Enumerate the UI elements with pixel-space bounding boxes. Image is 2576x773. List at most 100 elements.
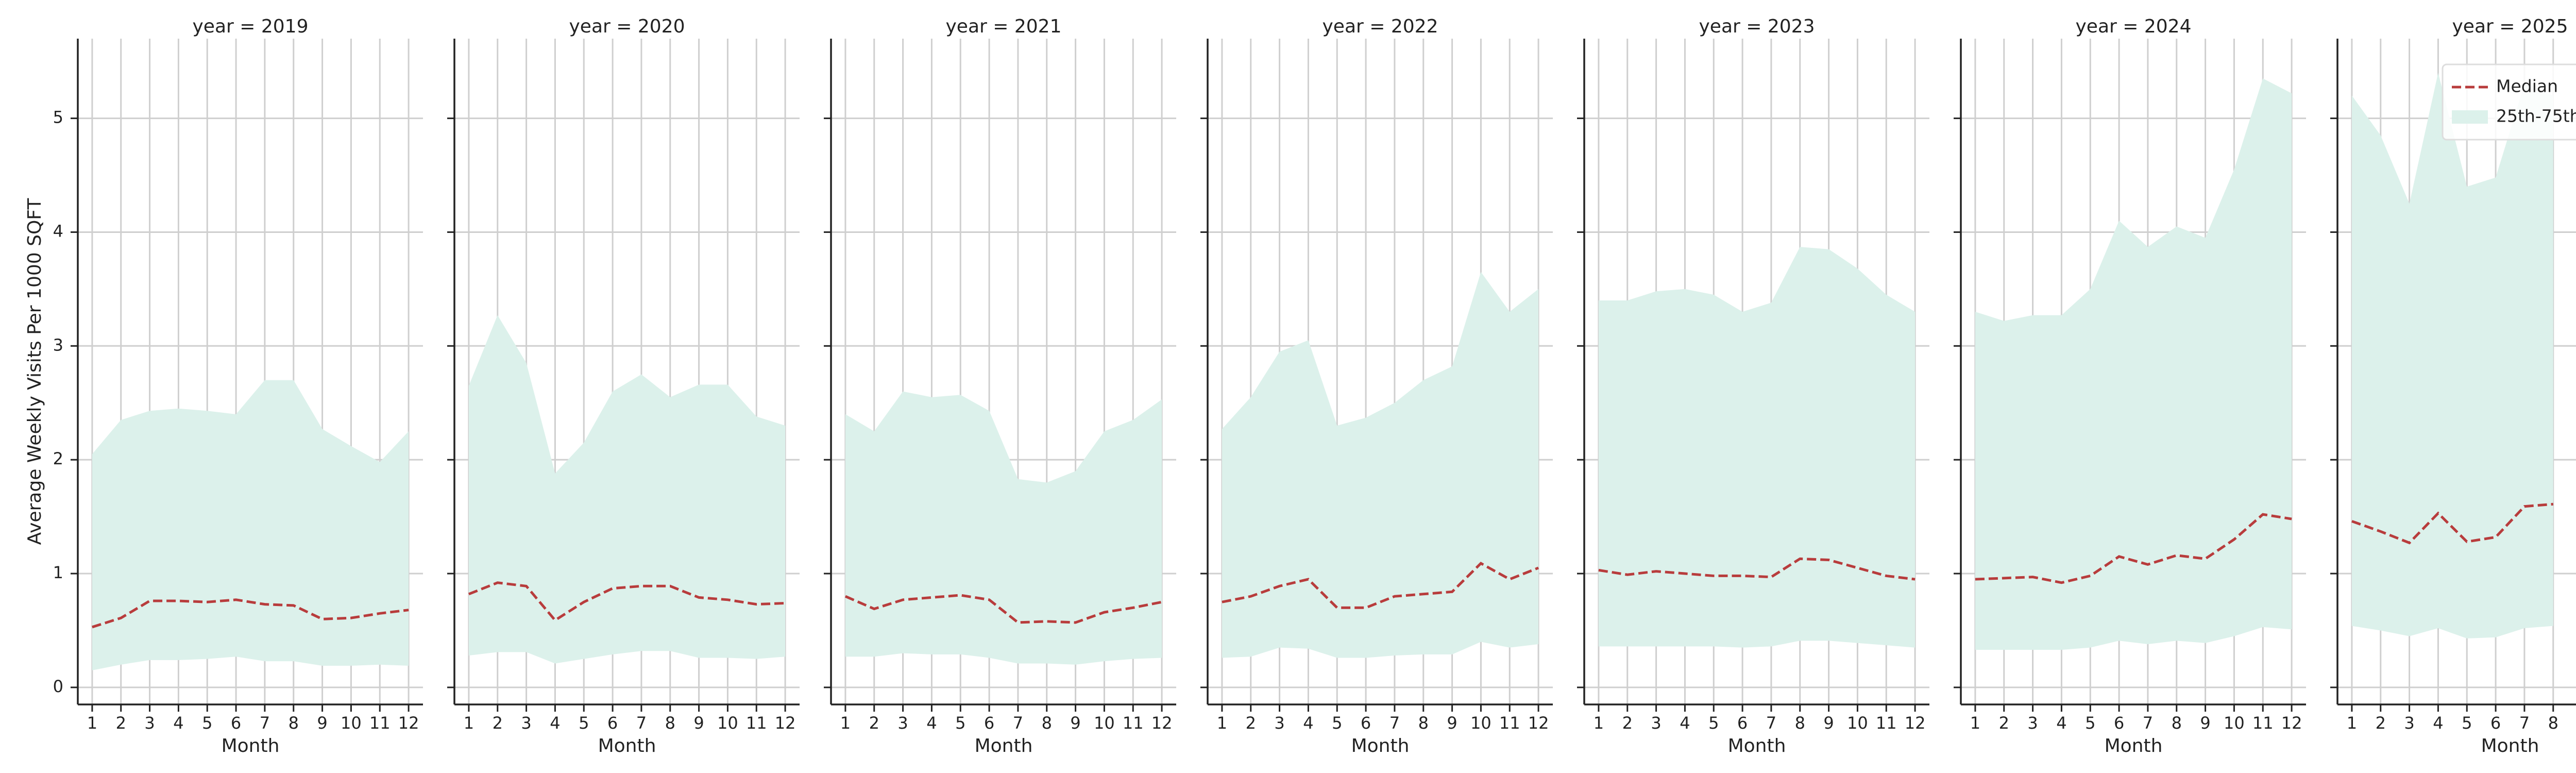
x-tick-label: 7 (2519, 713, 2530, 733)
x-tick-label: 6 (2490, 713, 2501, 733)
median-line (844, 594, 1162, 624)
x-tick-label: 6 (984, 713, 994, 733)
x-tick-label: 11 (2252, 713, 2274, 733)
x-tick-label: 10 (1847, 713, 1868, 733)
x-tick-label: 1 (464, 713, 474, 733)
x-tick-label: 8 (665, 713, 675, 733)
x-tick-label: 3 (2404, 713, 2414, 733)
percentile-band (1598, 247, 1916, 648)
x-tick-label: 5 (1332, 713, 1342, 733)
x-tick-label: 10 (1094, 713, 1115, 733)
x-tick-label: 9 (2200, 713, 2210, 733)
x-tick-label: 4 (1680, 713, 1690, 733)
legend: Median 25th-75th Percentile (2442, 63, 2576, 141)
facet-title: year = 2024 (2076, 16, 2192, 37)
x-tick-label: 3 (1651, 713, 1661, 733)
x-tick-label: 1 (2347, 713, 2357, 733)
y-tick-label: 5 (53, 108, 63, 127)
x-tick-label: 11 (1499, 713, 1520, 733)
y-tick-label: 0 (53, 677, 63, 696)
percentile-band (92, 380, 409, 670)
x-axis-label: Month (2105, 735, 2163, 757)
x-axis-label: Month (2481, 735, 2539, 757)
x-tick-label: 5 (1708, 713, 1719, 733)
x-tick-label: 12 (1905, 713, 1926, 733)
x-tick-label: 4 (1303, 713, 1313, 733)
x-tick-label: 10 (1470, 713, 1492, 733)
x-tick-label: 5 (579, 713, 589, 733)
x-tick-label: 6 (607, 713, 618, 733)
x-tick-label: 9 (1823, 713, 1834, 733)
x-tick-label: 2 (869, 713, 879, 733)
x-tick-label: 3 (521, 713, 531, 733)
median-line (2351, 502, 2553, 545)
x-tick-label: 12 (398, 713, 419, 733)
x-tick-label: 6 (1361, 713, 1371, 733)
x-tick-label: 4 (173, 713, 183, 733)
x-tick-label: 12 (1528, 713, 1549, 733)
x-tick-label: 1 (1970, 713, 1980, 733)
facet-title: year = 2019 (193, 16, 309, 37)
x-tick-label: 10 (341, 713, 362, 733)
x-tick-label: 4 (550, 713, 560, 733)
x-tick-label: 1 (87, 713, 97, 733)
x-tick-label: 6 (231, 713, 241, 733)
x-tick-label: 12 (1151, 713, 1173, 733)
x-tick-label: 7 (260, 713, 270, 733)
y-tick-label: 1 (53, 563, 63, 582)
median-line (1975, 513, 2292, 584)
y-axis-label: Average Weekly Visits Per 1000 SQFT (24, 198, 45, 545)
x-axis-label: Month (1728, 735, 1786, 757)
facet-title: year = 2023 (1699, 16, 1815, 37)
median-line (1598, 557, 1916, 581)
x-tick-label: 5 (2462, 713, 2472, 733)
x-tick-label: 8 (1795, 713, 1805, 733)
x-tick-label: 4 (2056, 713, 2066, 733)
x-tick-label: 6 (2114, 713, 2124, 733)
x-tick-label: 3 (2027, 713, 2038, 733)
percentile-band (845, 391, 1162, 665)
y-tick-label: 3 (53, 335, 63, 355)
x-tick-label: 5 (202, 713, 212, 733)
x-tick-label: 9 (1447, 713, 1457, 733)
x-tick-label: 8 (1042, 713, 1052, 733)
x-tick-label: 11 (746, 713, 767, 733)
facet-title: year = 2022 (1323, 16, 1438, 37)
x-tick-label: 7 (1389, 713, 1400, 733)
x-tick-label: 12 (2281, 713, 2302, 733)
x-tick-label: 2 (1246, 713, 1256, 733)
x-tick-label: 2 (2376, 713, 2386, 733)
legend-swatch (2452, 110, 2488, 124)
x-tick-label: 3 (1274, 713, 1284, 733)
median-line (468, 581, 786, 622)
x-tick-label: 8 (2548, 713, 2558, 733)
percentile-band (1222, 272, 1539, 658)
legend-label: Median (2496, 76, 2558, 96)
x-tick-label: 8 (289, 713, 299, 733)
y-tick-label: 2 (53, 449, 63, 468)
median-line (92, 598, 409, 629)
x-tick-label: 3 (144, 713, 155, 733)
x-tick-label: 7 (636, 713, 647, 733)
x-tick-label: 11 (1123, 713, 1144, 733)
legend-label: 25th-75th Percentile (2496, 106, 2576, 126)
x-tick-label: 2 (1999, 713, 2009, 733)
x-tick-label: 7 (2143, 713, 2153, 733)
x-tick-label: 10 (2224, 713, 2245, 733)
x-axis-label: Month (975, 735, 1033, 757)
x-tick-label: 7 (1013, 713, 1023, 733)
percentile-band (468, 315, 786, 664)
x-tick-label: 9 (1070, 713, 1080, 733)
x-tick-label: 1 (840, 713, 851, 733)
x-tick-label: 9 (317, 713, 327, 733)
x-tick-label: 7 (1766, 713, 1776, 733)
x-tick-label: 3 (897, 713, 908, 733)
x-tick-label: 5 (955, 713, 965, 733)
